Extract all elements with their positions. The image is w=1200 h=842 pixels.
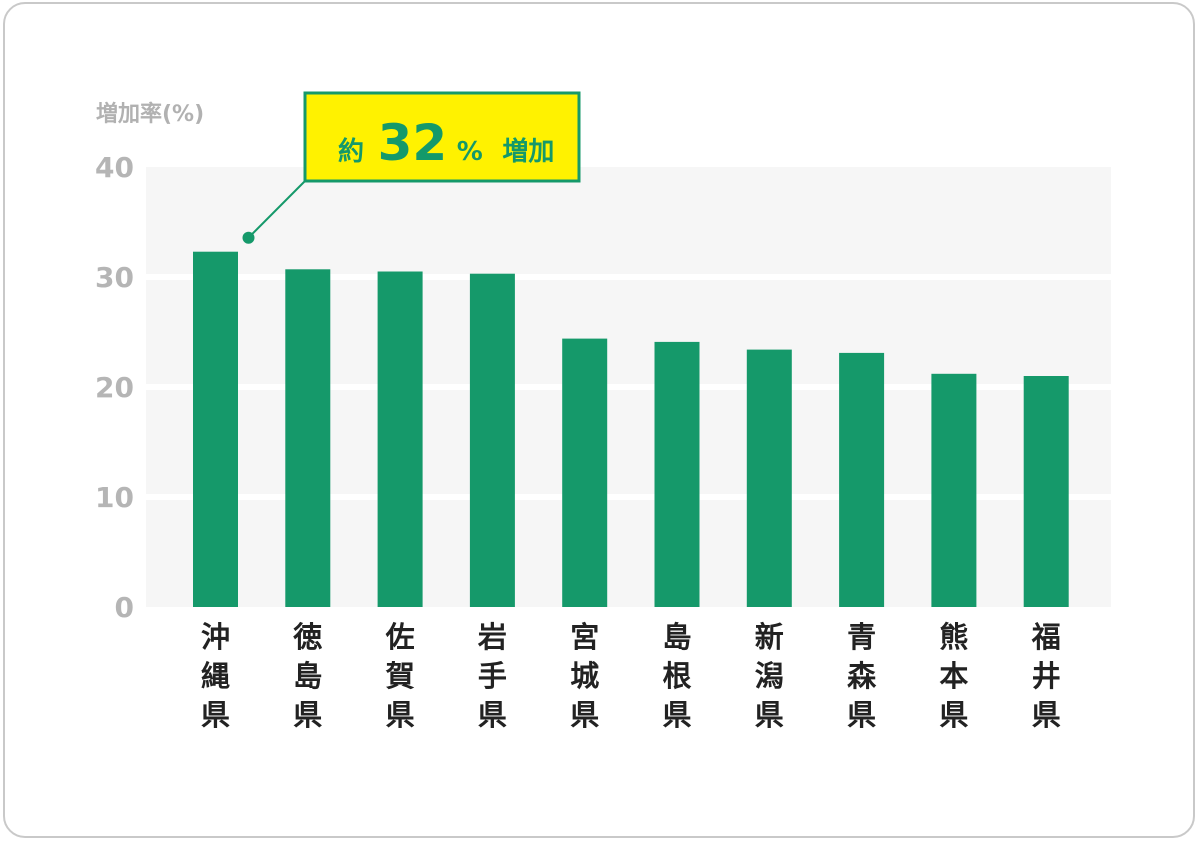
- x-tick-label: 手: [478, 659, 507, 693]
- x-tick-label: 青: [847, 620, 876, 654]
- x-tick-label: 福: [1031, 620, 1061, 654]
- x-tick-label: 賀: [386, 659, 415, 693]
- x-tick-label: 徳: [292, 620, 322, 654]
- y-tick-label: 0: [115, 591, 134, 624]
- gridline: [146, 494, 1111, 500]
- x-tick-label: 本: [939, 659, 968, 693]
- y-tick-label: 40: [95, 151, 134, 184]
- y-axis-ticks: 0 10 20 30 40: [95, 151, 134, 624]
- annotation-text: 約 32 % 増加: [338, 114, 554, 172]
- annotation-box: [303, 91, 581, 183]
- x-tick-label: 岩: [477, 620, 507, 654]
- y-tick-label: 30: [95, 261, 134, 294]
- x-tick-label: 宮: [570, 620, 599, 654]
- x-tick-label: 県: [478, 698, 507, 732]
- x-tick-label: 県: [570, 698, 599, 732]
- bar: [1023, 376, 1069, 607]
- annotation-prefix: 約: [338, 136, 364, 167]
- x-tick-label: 城: [570, 659, 599, 693]
- x-tick-label: 県: [847, 698, 876, 732]
- x-tick-label: 島: [293, 659, 322, 693]
- x-tick-label: 県: [662, 698, 691, 732]
- annotation-leader-line: [247, 180, 306, 239]
- y-tick-label: 10: [95, 481, 134, 514]
- x-tick-label: 森: [847, 659, 877, 693]
- annotation-callout: 約 32 % 増加: [242, 91, 581, 244]
- x-tick-label: 沖: [201, 620, 230, 654]
- x-tick-label: 県: [293, 698, 322, 732]
- x-tick-label: 熊: [939, 620, 968, 654]
- bar: [839, 352, 885, 607]
- gridline: [146, 274, 1111, 280]
- bar: [654, 341, 700, 607]
- y-tick-label: 20: [95, 371, 134, 404]
- gridlines: [146, 274, 1111, 500]
- bar: [562, 338, 608, 607]
- annotation-suffix: %: [457, 137, 483, 167]
- x-tick-label: 県: [755, 698, 784, 732]
- annotation-label: 増加: [502, 137, 554, 167]
- x-tick-label: 井: [1032, 659, 1061, 693]
- x-tick-label: 佐: [385, 620, 415, 654]
- x-tick-label: 新: [755, 620, 784, 654]
- bar: [193, 251, 238, 607]
- gridline: [146, 384, 1111, 390]
- x-tick-label: 県: [201, 698, 230, 732]
- bars: [193, 251, 1069, 607]
- x-tick-label: 根: [662, 659, 691, 693]
- x-tick-label: 県: [386, 698, 415, 732]
- x-tick-label: 潟: [755, 659, 784, 693]
- x-tick-label: 島: [662, 620, 691, 654]
- y-axis-label: 増加率(%): [96, 101, 204, 127]
- bar: [931, 373, 977, 607]
- bar: [746, 349, 792, 607]
- annotation-value: 32: [378, 114, 448, 172]
- x-tick-label: 県: [1032, 698, 1061, 732]
- x-tick-label: 縄: [201, 659, 230, 693]
- bar: [285, 269, 331, 607]
- annotation-dot: [242, 231, 255, 244]
- bar: [377, 271, 423, 607]
- x-tick-label: 県: [939, 698, 968, 732]
- bar: [469, 273, 515, 607]
